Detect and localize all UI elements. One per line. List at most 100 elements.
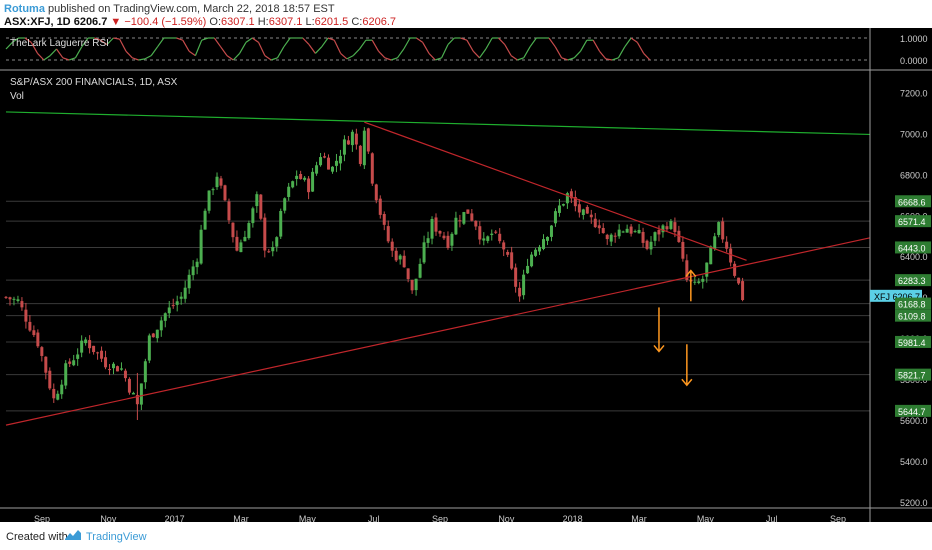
candle-body xyxy=(235,236,239,251)
rsi-segment xyxy=(194,39,203,56)
candle-body xyxy=(227,201,231,221)
candle-body xyxy=(402,255,406,268)
candle-body xyxy=(323,156,327,158)
candle-body xyxy=(490,233,494,236)
candle-body xyxy=(36,332,40,347)
time-tick-label: 2018 xyxy=(563,514,583,522)
candle-body xyxy=(741,281,745,300)
candle-body xyxy=(104,357,108,368)
rsi-segment xyxy=(100,39,108,46)
candle-body xyxy=(215,176,219,188)
candle-body xyxy=(633,231,637,233)
candle-body xyxy=(561,204,565,206)
publish-line: Rotuma published on TradingView.com, Mar… xyxy=(4,3,335,15)
candle-body xyxy=(701,278,705,282)
rsi-segment xyxy=(416,37,424,43)
chart-svg[interactable]: TheLark Laguerre RSI 1.0000 0.0000 S&P/ASX… xyxy=(0,28,932,524)
candle-body xyxy=(438,230,442,234)
author-link[interactable]: Rotuma xyxy=(4,3,45,15)
candle-body xyxy=(629,226,633,234)
rsi-segment xyxy=(327,37,335,41)
rsi-segment xyxy=(251,37,259,43)
candle-body xyxy=(267,251,271,253)
candle-body xyxy=(131,392,135,395)
rsi-segment xyxy=(428,52,436,61)
candle-body xyxy=(733,263,737,276)
low-label: L: xyxy=(305,16,315,28)
candle-body xyxy=(199,229,203,264)
rsi-segment xyxy=(504,44,512,56)
rsi-segment xyxy=(68,57,76,61)
high-value: 6307.1 xyxy=(268,16,303,28)
candle-body xyxy=(649,241,653,250)
candle-body xyxy=(661,225,665,233)
rsi-segment xyxy=(441,44,449,59)
rsi-segment xyxy=(232,52,241,61)
candle-body xyxy=(96,352,100,354)
time-tick-label: Jul xyxy=(766,514,778,522)
price-tick-label: 6800.0 xyxy=(900,170,928,180)
level-badge xyxy=(895,368,931,381)
rsi-segment xyxy=(150,46,159,56)
rsi-segment xyxy=(636,42,645,54)
level-label: 6283.3 xyxy=(898,276,926,286)
candle-body xyxy=(502,242,506,250)
candle-body xyxy=(669,221,673,229)
rsi-segment xyxy=(548,37,556,48)
axes: 7200.07000.06800.06600.06400.06200.06000… xyxy=(0,28,932,524)
rsi-segment xyxy=(346,55,354,60)
rsi-segment xyxy=(592,39,601,52)
candle-body xyxy=(665,226,669,230)
level-badge xyxy=(895,195,931,208)
candle-body xyxy=(195,261,199,268)
tradingview-logo-icon[interactable] xyxy=(64,528,82,547)
rsi-segment xyxy=(264,55,272,61)
low-value: 6201.5 xyxy=(314,16,349,28)
candle-body xyxy=(346,140,350,145)
publish-header: Rotuma published on TradingView.com, Mar… xyxy=(0,0,932,28)
rsi-segment xyxy=(11,37,19,43)
created-with-label: Created with xyxy=(6,531,68,543)
candle-body xyxy=(279,210,283,237)
candle-body xyxy=(426,238,430,243)
level-badge xyxy=(895,274,931,287)
symbol-line: ASX:XFJ, 1D 6206.7 ▼ −100.4 (−1.59%) O:6… xyxy=(4,16,396,28)
rsi-segment xyxy=(617,46,626,59)
candle-body xyxy=(44,356,48,373)
rsi-segment xyxy=(485,37,493,50)
level-badge xyxy=(895,309,931,322)
tradingview-link[interactable]: TradingView xyxy=(86,531,147,543)
price-pane: S&P/ASX 200 FINANCIALS, 1D, ASX Vol xyxy=(4,77,871,426)
footer: Created with TradingView xyxy=(0,522,932,550)
chart-area[interactable]: TheLark Laguerre RSI 1.0000 0.0000 S&P/ASX… xyxy=(0,28,932,524)
open-label: O: xyxy=(209,16,222,28)
rsi-segment xyxy=(422,42,430,54)
rsi-segment xyxy=(498,37,506,46)
rsi-segment xyxy=(37,52,45,61)
level-label: 6668.6 xyxy=(898,197,926,207)
candle-body xyxy=(84,339,88,344)
candle-body xyxy=(557,205,561,213)
candle-body xyxy=(100,350,104,359)
level-label: 5821.7 xyxy=(898,371,926,381)
candle-body xyxy=(518,287,522,297)
candle-body xyxy=(219,178,223,186)
rsi-segment xyxy=(308,44,316,54)
candle-body xyxy=(430,218,434,239)
last-price: 6206.7 xyxy=(73,16,108,28)
candle-body xyxy=(271,246,275,252)
rsi-segment xyxy=(554,46,563,59)
candle-body xyxy=(553,211,557,224)
candle-body xyxy=(545,236,549,241)
rsi-segment xyxy=(340,52,348,60)
candle-body xyxy=(470,213,474,221)
rsi-segment xyxy=(561,57,569,61)
candle-body xyxy=(92,345,96,353)
rsi-segment xyxy=(56,48,64,59)
rsi-segment xyxy=(435,57,442,61)
rsi-segment xyxy=(447,37,455,46)
candle-body xyxy=(721,221,725,240)
trendline xyxy=(5,237,871,426)
candle-body xyxy=(474,220,478,227)
time-tick-label: Mar xyxy=(233,514,249,522)
